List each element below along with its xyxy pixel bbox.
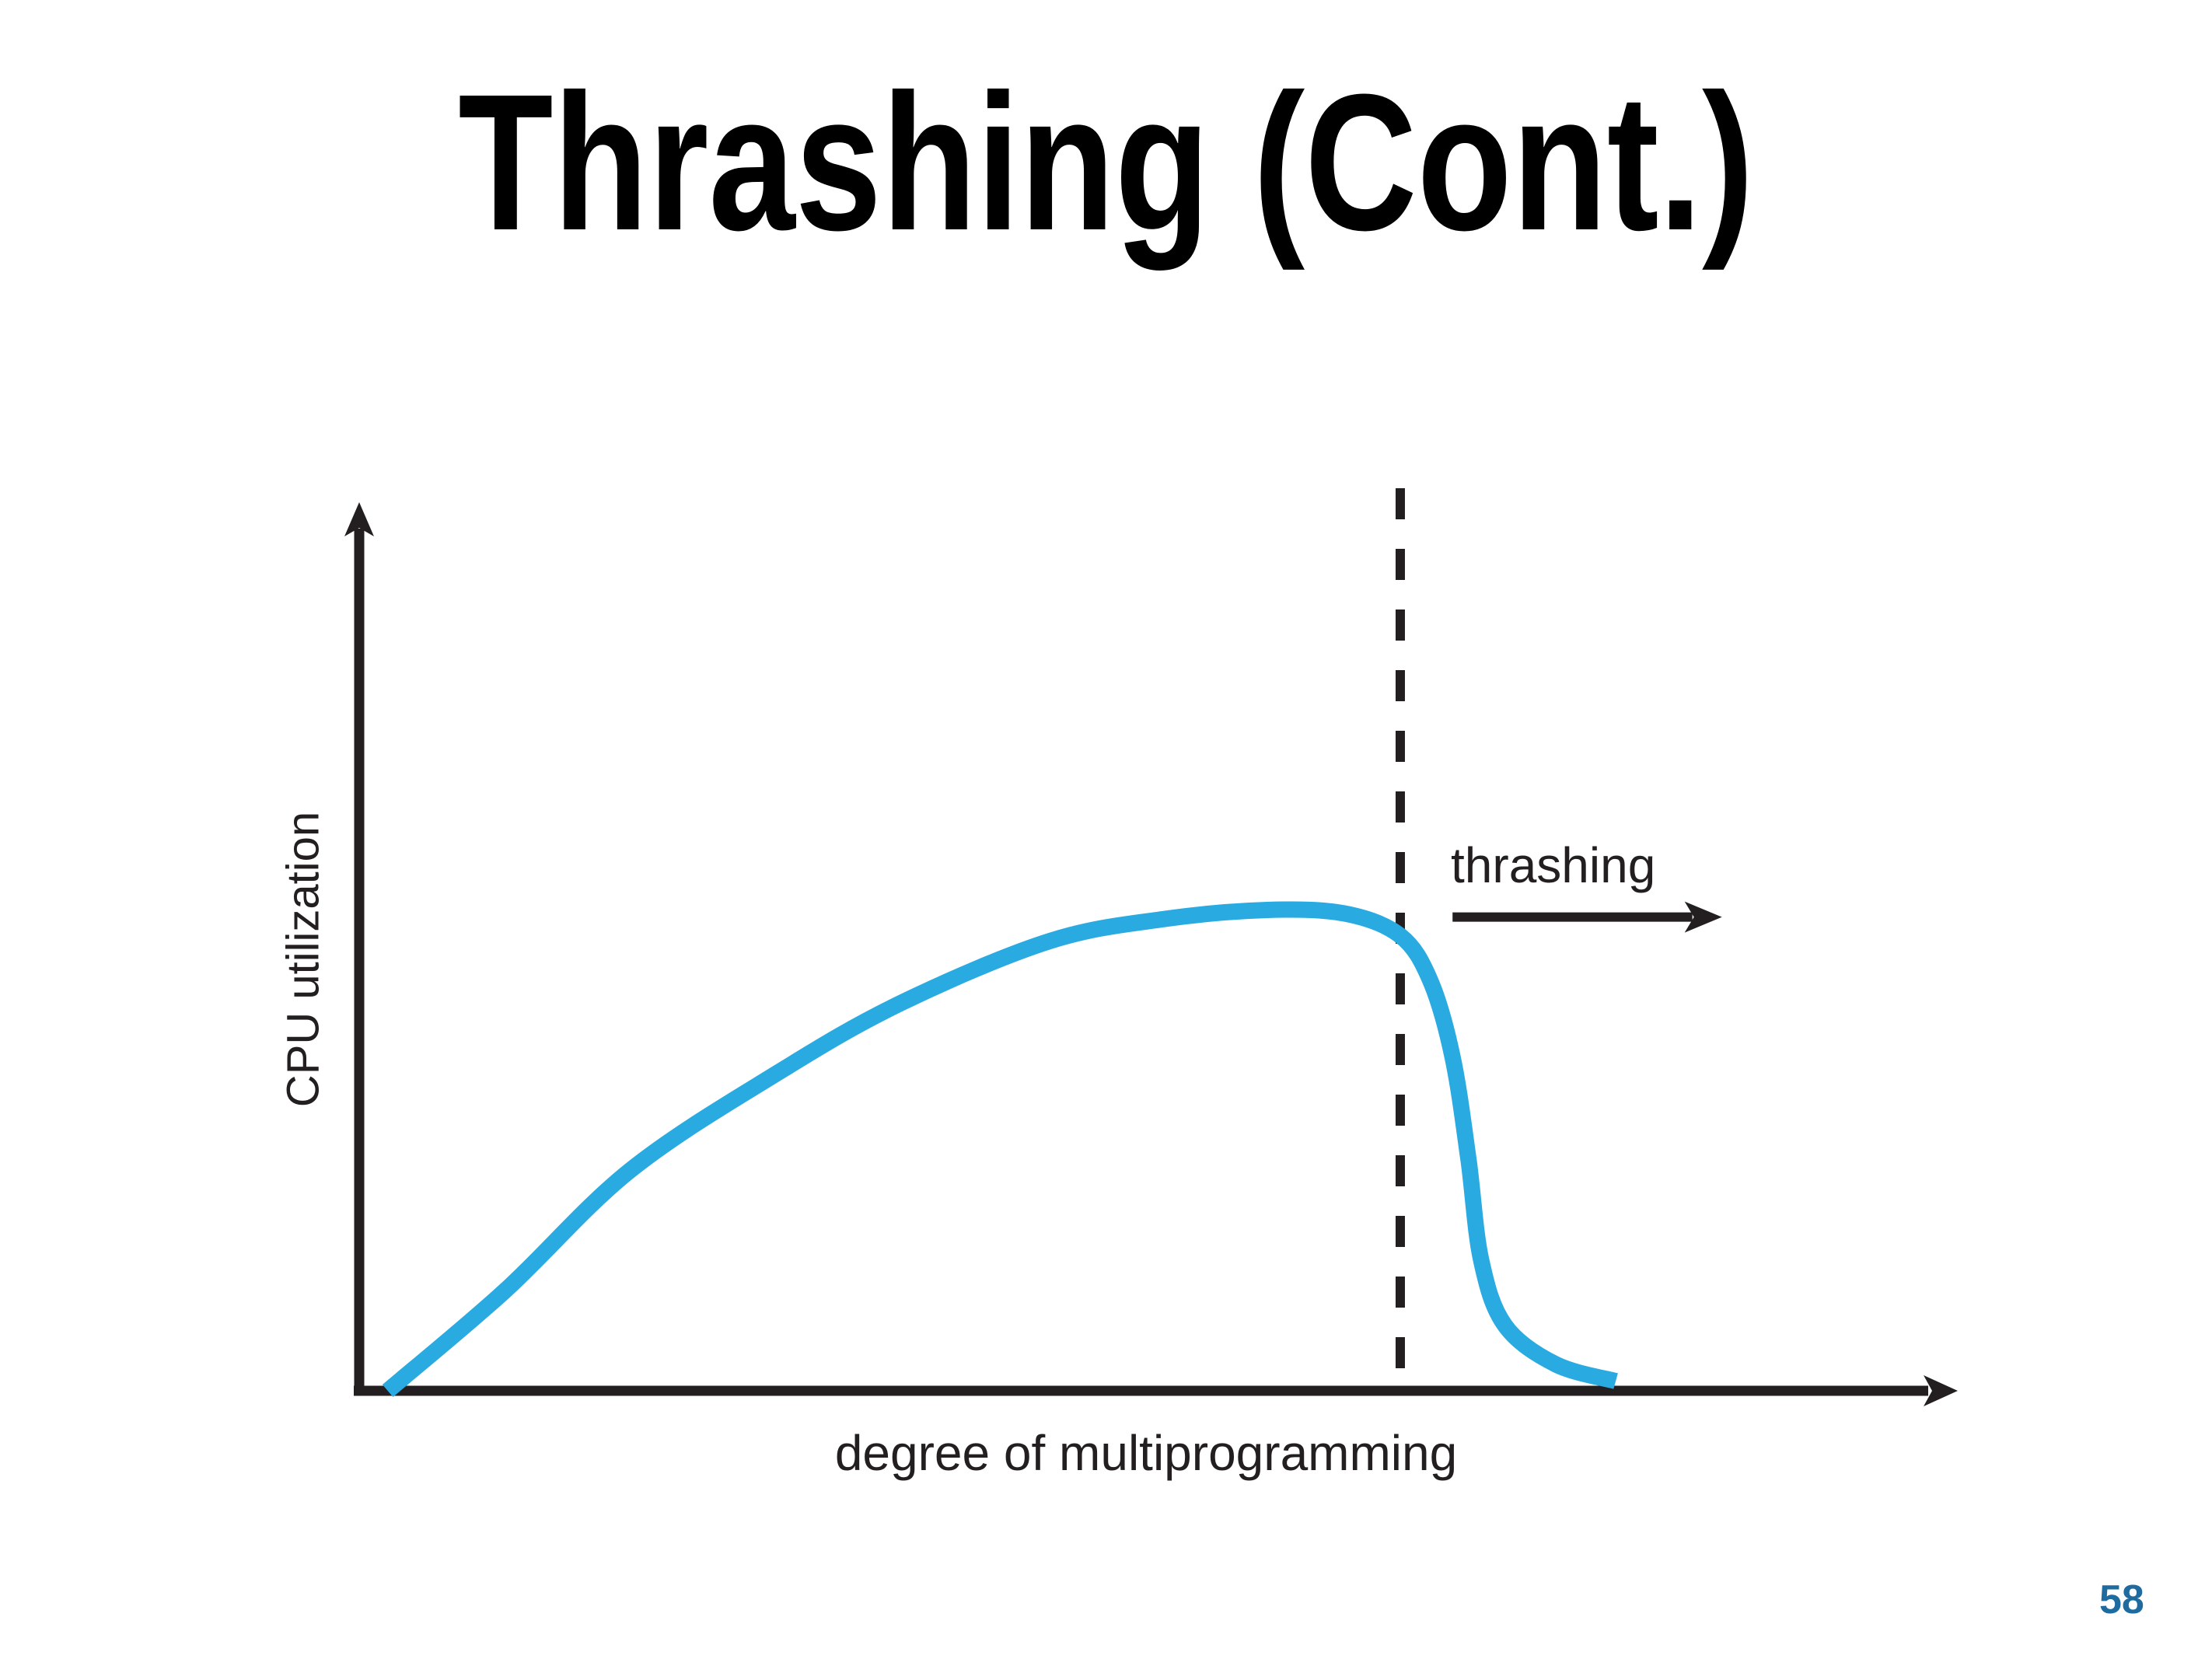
- x-axis-arrowhead-icon: [1924, 1375, 1958, 1406]
- y-axis-label: CPU utilization: [278, 811, 329, 1108]
- x-axis-label: degree of multiprogramming: [834, 1425, 1458, 1481]
- page-number: 58: [2099, 1577, 2144, 1622]
- page-title: Thrashing (Cont.): [458, 54, 1754, 271]
- cpu-utilization-curve: [382, 901, 1618, 1397]
- thrashing-arrowhead-icon: [1684, 901, 1722, 933]
- y-axis-arrowhead-icon: [344, 502, 374, 536]
- thrashing-annotation-label: thrashing: [1451, 837, 1656, 893]
